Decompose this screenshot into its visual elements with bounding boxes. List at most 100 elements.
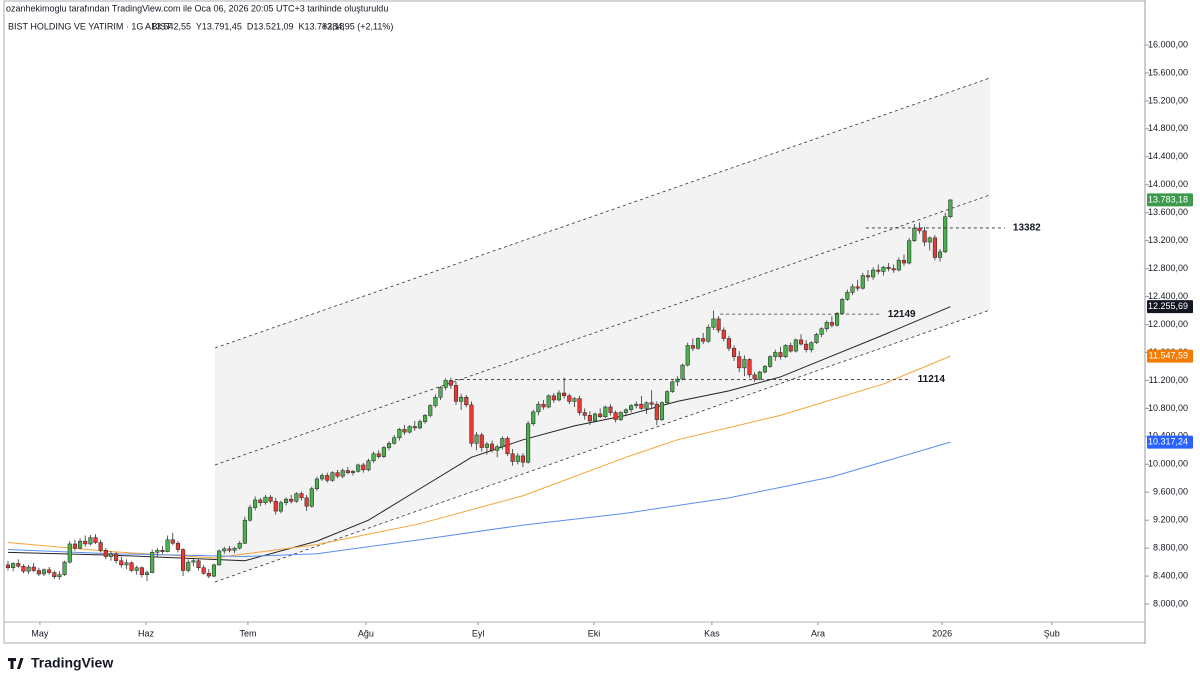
y-tick-label: 13.200,00 [1148,235,1188,245]
candle-body [556,392,562,401]
x-tick-label: Haz [138,628,155,638]
candle-body [675,378,680,383]
candle-body [11,563,16,568]
candle-body [835,313,840,326]
candle-body [876,269,881,272]
candle-body [433,396,438,406]
candle-body [258,499,263,503]
candle-body [31,566,36,571]
candle-body [402,429,407,433]
candle-body [237,542,242,549]
candle-body [891,268,896,271]
candle-body [170,539,175,544]
candle-body [21,566,26,572]
ma-line [7,355,951,559]
candle-body [464,396,469,406]
candle-body [134,567,139,571]
candle-body [320,475,325,480]
candle-body [634,403,639,406]
candle-body [119,560,124,566]
candle-body [732,348,737,357]
candle-body [93,537,98,543]
candle-body [706,327,711,342]
y-tick-label: 12.400,00 [1148,291,1188,301]
candle-body [5,564,11,568]
candle-body [757,371,762,380]
y-tick-label: 12.000,00 [1148,319,1188,329]
price-tag-label: 10.317,24 [1148,436,1188,446]
y-tick-label: 16.000,00 [1148,39,1188,49]
candle-body [598,413,603,418]
x-tick-label: Tem [239,628,256,638]
candle-body [865,275,871,278]
candle-body [721,329,726,339]
candle-body [479,434,484,448]
candle-body [536,403,541,413]
candle-body [546,395,551,408]
symbol: BIST HOLDING VE YATIRIM · 1G · BIST [8,21,172,31]
candle-body [397,429,402,438]
y-tick-label: 8.800,00 [1153,543,1188,553]
candle-body [139,567,144,575]
candle-body [639,403,644,409]
candle-body [618,412,623,420]
candle-body [242,519,247,544]
candle-body [247,507,253,521]
candle-body [144,572,150,575]
candle-body [829,322,834,326]
candle-body [41,569,47,575]
candle-body [459,396,464,402]
candle-body [711,318,716,328]
candle-body [778,352,783,357]
price-tag-label: 11.547,59 [1149,351,1188,361]
candle-body [592,413,598,422]
candle-body [819,328,824,335]
candle-body [912,227,917,241]
candle-body [175,542,180,550]
candle-body [649,402,654,405]
y-tick-label: 8.000,00 [1153,598,1188,608]
candle-body [474,434,479,444]
candle-body [417,421,422,429]
candle-body [407,426,412,433]
channel-line [214,77,991,349]
candle-body [304,497,309,507]
candle-body [386,443,392,448]
candle-body [330,472,335,481]
candle-body [160,549,165,552]
candle-body [716,318,721,331]
candle-body [747,359,752,376]
candle-body [366,460,371,471]
candle-body [752,374,757,380]
candle-body [196,560,201,568]
candle-body [289,498,294,502]
candle-body [345,470,350,473]
y-tick-label: 12.800,00 [1148,263,1188,273]
candle-body [268,496,273,502]
price-tag-label: 12.255,69 [1148,301,1188,311]
candle-body [520,455,525,463]
candle-body [510,453,515,462]
candle-body [206,573,211,577]
candle-body [253,499,258,508]
y-tick-label: 15.200,00 [1148,95,1188,105]
candle-body [150,552,155,573]
candle-body [340,470,345,477]
candle-body [232,547,237,551]
x-tick-label: Şub [1044,628,1060,638]
change-text: +284,95 (+2,11%) [322,21,393,31]
y-tick-label: 8.400,00 [1153,570,1188,580]
candle-body [299,493,304,499]
candle-body [737,356,742,369]
candle-body [577,398,582,413]
candle-body [361,464,366,471]
candle-body [423,415,428,422]
level-label: 11214 [918,374,946,385]
candle-body [114,553,119,561]
candle-body [680,364,685,380]
candle-body [16,563,21,567]
candle-body [773,352,778,357]
candle-body [659,402,665,420]
candle-body [505,438,510,455]
channel-line [214,309,991,583]
